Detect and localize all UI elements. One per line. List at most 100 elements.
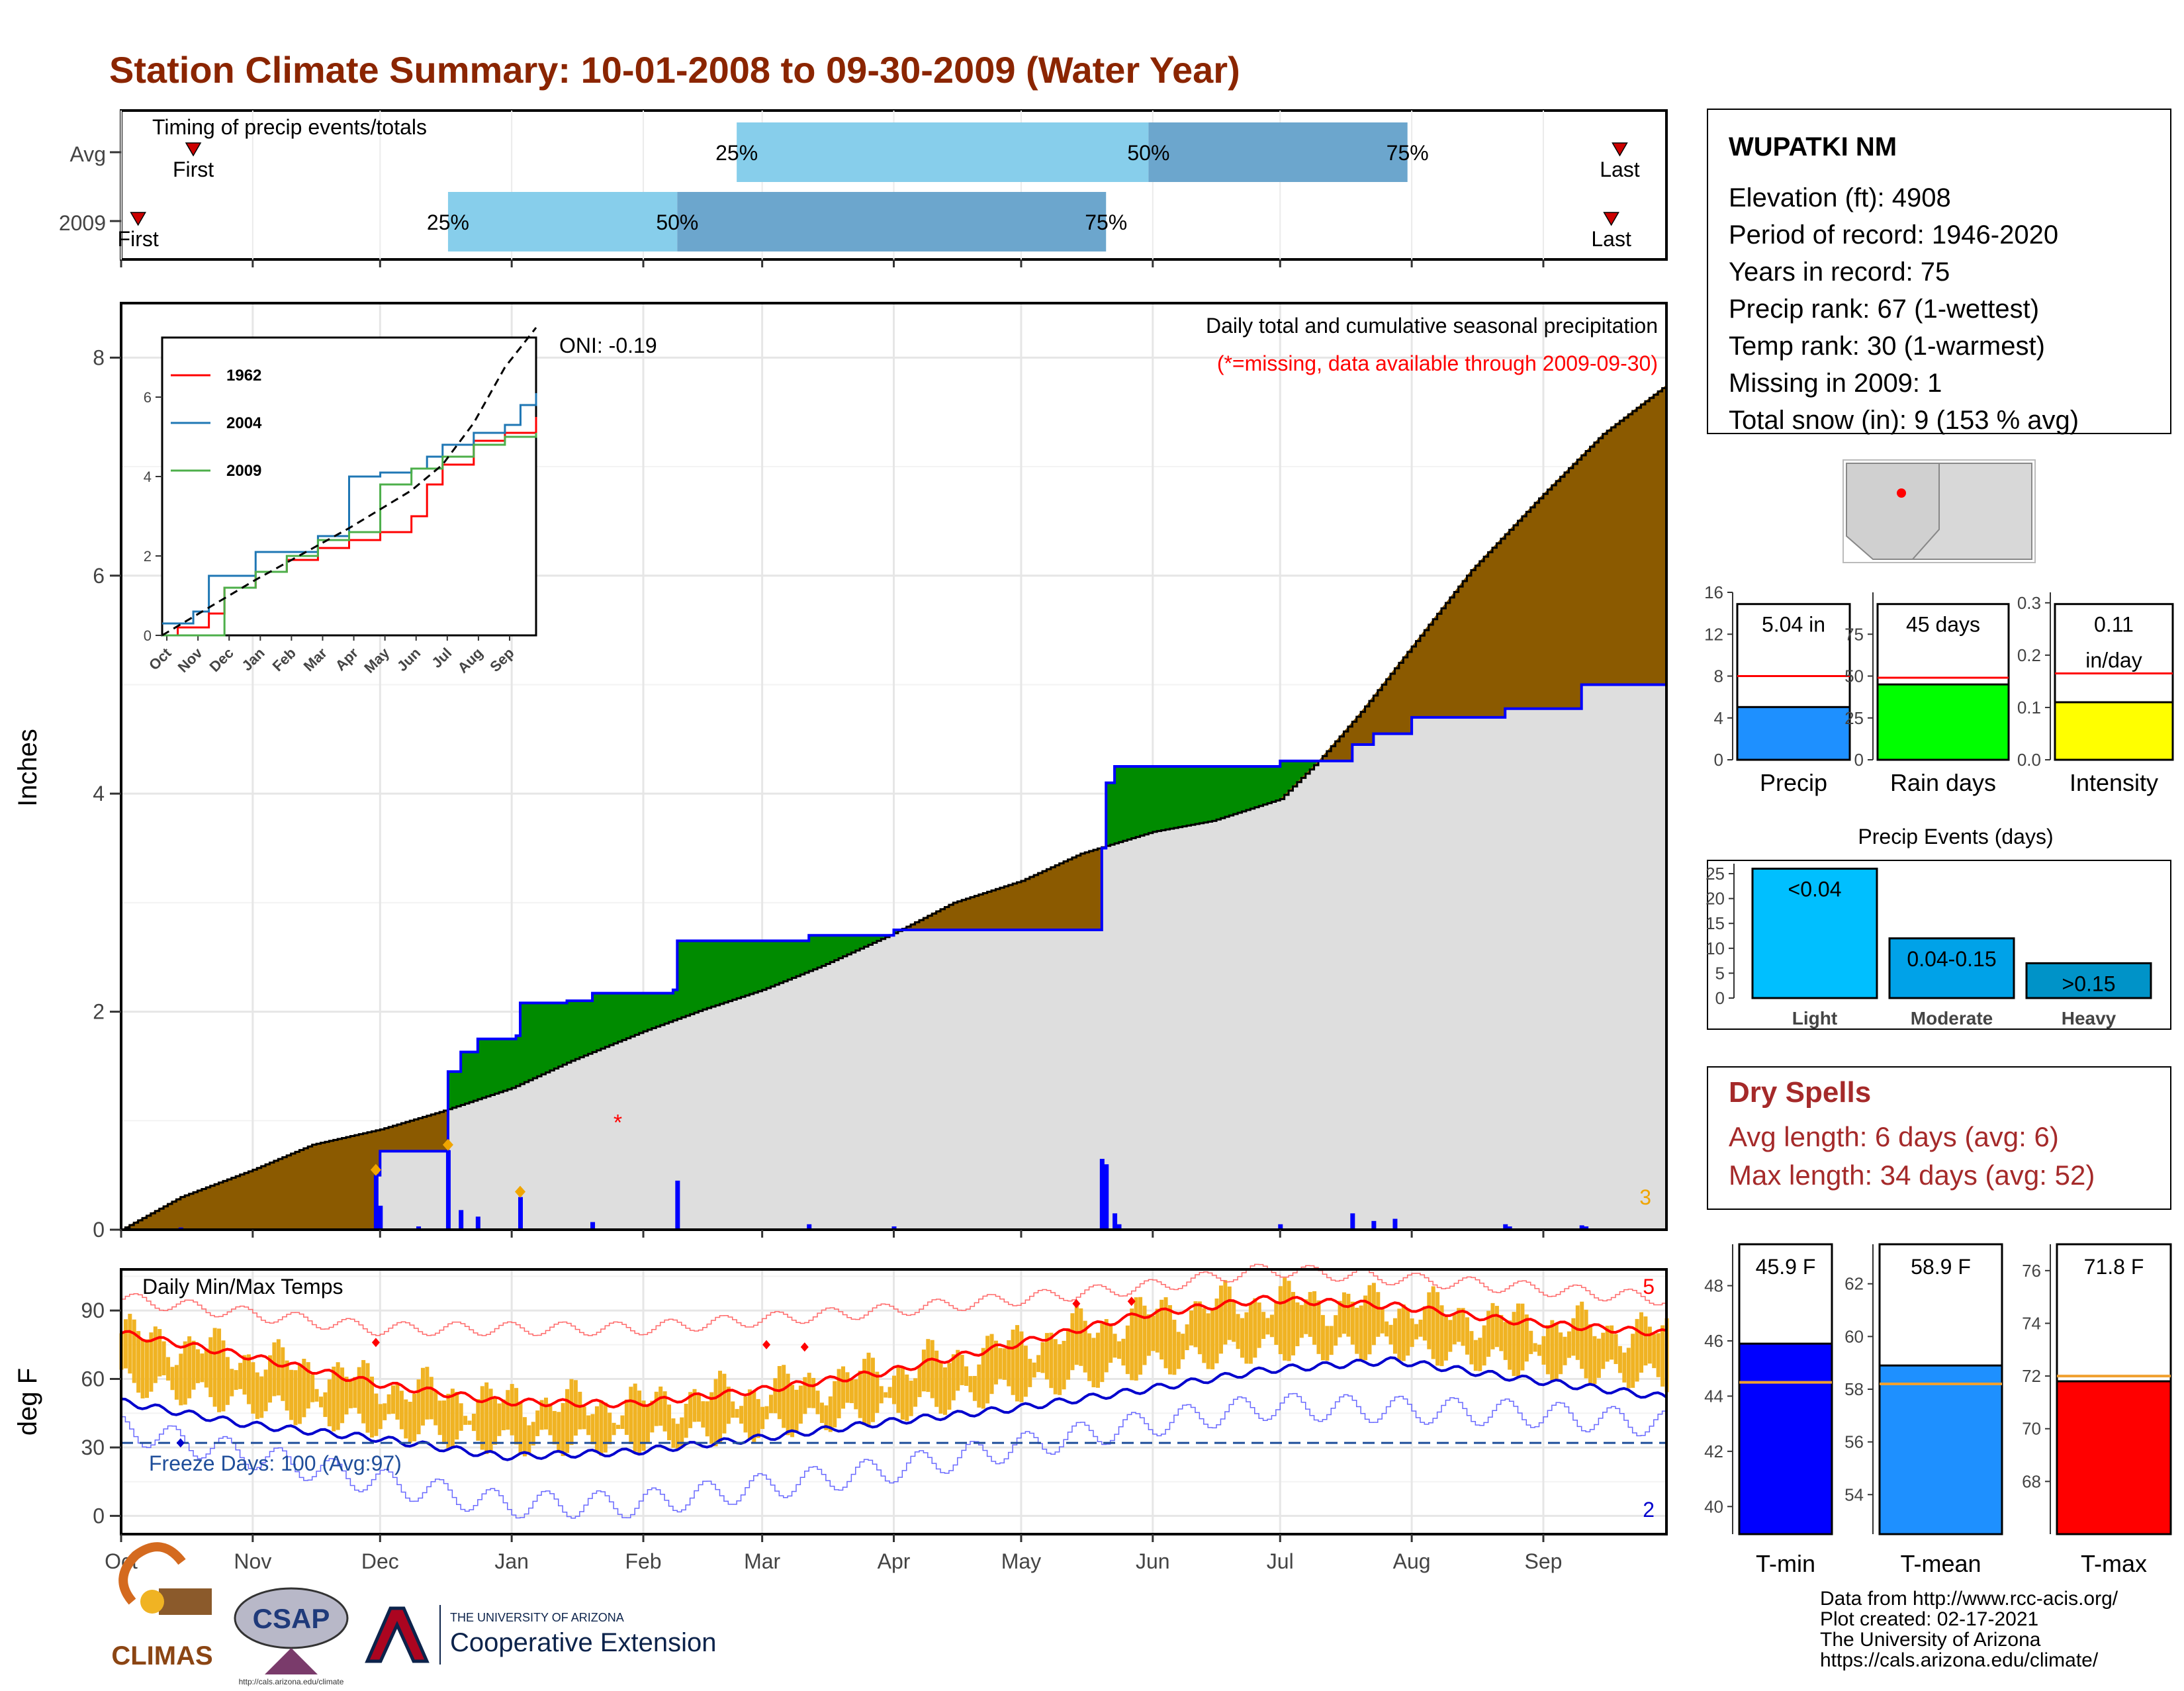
daily-temp-bar	[743, 1396, 748, 1433]
daily-temp-bar	[1138, 1297, 1143, 1375]
inset-ytick-label: 4	[144, 469, 152, 485]
daily-temp-bar	[892, 1375, 896, 1404]
daily-temp-bar	[1533, 1343, 1537, 1352]
daily-temp-bar	[993, 1340, 998, 1385]
tmax-summary-chart: 68 70 72 74 76 71.8 F T-max	[2022, 1243, 2172, 1577]
daily-temp-bar	[276, 1339, 281, 1396]
tbar-ytick-label: 42	[1704, 1441, 1723, 1461]
daily-temp-bar	[399, 1391, 404, 1430]
daily-precip-bar	[1278, 1224, 1283, 1230]
daily-temp-bar	[565, 1389, 570, 1453]
events-ytick-label: 15	[1706, 913, 1725, 933]
daily-temp-bar	[1656, 1333, 1661, 1377]
ua-small-text: THE UNIVERSITY OF ARIZONA	[450, 1611, 624, 1624]
daily-temp-bar	[942, 1367, 947, 1415]
events-ytick-label: 0	[1715, 988, 1725, 1008]
daily-precip-bar	[1392, 1218, 1398, 1230]
precip-ytick-label: 6	[93, 564, 105, 588]
daily-temp-bar	[323, 1392, 328, 1417]
daily-precip-bar	[518, 1197, 523, 1230]
daily-temp-bar	[412, 1393, 417, 1441]
daily-temp-bar	[599, 1400, 604, 1456]
daily-temp-bar	[179, 1353, 183, 1406]
daily-temp-bar	[709, 1392, 714, 1444]
daily-temp-bar	[340, 1367, 345, 1424]
daily-temp-bar	[1325, 1326, 1330, 1361]
daily-temp-bar	[573, 1380, 578, 1436]
daily-temp-bar	[1028, 1359, 1032, 1387]
inset-ytick-label: 6	[144, 389, 152, 406]
daily-temp-bar	[1439, 1305, 1444, 1367]
dry-spells-frame	[1707, 1066, 2171, 1210]
daily-temp-bar	[1652, 1334, 1657, 1369]
daily-temp-bar	[310, 1374, 315, 1402]
daily-temp-bar	[1185, 1324, 1189, 1351]
daily-temp-bar	[768, 1394, 773, 1414]
daily-temp-bar	[913, 1378, 918, 1407]
daily-temp-bar	[543, 1397, 548, 1430]
daily-temp-bar	[837, 1369, 841, 1418]
timing-pct-label: 50%	[1127, 141, 1169, 165]
events-category-label: Heavy	[2062, 1008, 2116, 1028]
daily-temp-bar	[807, 1373, 811, 1408]
daily-temp-bar	[1095, 1332, 1100, 1388]
daily-temp-bar	[747, 1389, 752, 1440]
daily-temp-bar	[506, 1390, 510, 1430]
inset-series-line	[162, 433, 537, 637]
daily-temp-bar	[977, 1364, 981, 1408]
record-high-marker-icon	[800, 1342, 809, 1352]
daily-temp-bar	[561, 1402, 565, 1456]
daily-precip-bar	[807, 1224, 812, 1230]
bar-ytick-label: 0.1	[2017, 698, 2041, 717]
events-category-label: Light	[1792, 1008, 1837, 1028]
tbar-value	[1738, 1342, 1833, 1535]
daily-temp-bar	[1350, 1301, 1355, 1345]
dry-spells-box: Dry Spells Avg length: 6 days (avg: 6) M…	[1707, 1066, 2171, 1210]
daily-temp-bar	[1116, 1341, 1121, 1359]
daily-temp-bar	[1181, 1334, 1185, 1359]
daily-temp-bar	[717, 1371, 722, 1443]
daily-precip-bar	[475, 1216, 480, 1230]
daily-temp-bar	[1584, 1309, 1588, 1379]
daily-temp-bar	[633, 1383, 637, 1452]
daily-temp-bar	[833, 1381, 837, 1428]
timing-pct-label: 25%	[427, 210, 469, 234]
daily-temp-bar	[221, 1340, 226, 1412]
daily-temp-bar	[926, 1339, 931, 1393]
tbar-ytick-label: 44	[1704, 1386, 1723, 1406]
daily-temp-bar	[782, 1365, 786, 1428]
bar-ytick-label: 25	[1844, 708, 1864, 728]
daily-temp-bar	[1545, 1325, 1550, 1375]
station-line: Total snow (in): 9 (153 % avg)	[1729, 406, 2079, 435]
daily-temp-bar	[1494, 1306, 1499, 1348]
daily-temp-bar	[726, 1387, 731, 1424]
daily-temp-bar	[841, 1366, 846, 1409]
bar-ytick-label: 16	[1704, 582, 1723, 602]
daily-temp-bar	[1248, 1303, 1253, 1364]
daily-temp-bar	[161, 1341, 166, 1375]
daily-temp-bar	[1134, 1297, 1138, 1381]
temp-ytick-label: 30	[81, 1436, 105, 1459]
daily-temp-bar	[1227, 1286, 1232, 1340]
daily-temp-bar	[578, 1391, 582, 1430]
timing-pct-label: 25%	[715, 141, 758, 165]
daily-temp-bar	[263, 1369, 268, 1412]
daily-temp-bar	[1176, 1332, 1181, 1369]
daily-temp-bar	[539, 1400, 544, 1430]
daily-temp-bar	[1079, 1308, 1083, 1366]
tbar-ytick-label: 54	[1844, 1485, 1864, 1504]
daily-temp-bar	[739, 1406, 744, 1424]
temp-ytick-label: 0	[93, 1504, 105, 1528]
daily-temp-bar	[480, 1386, 484, 1450]
precip-ytick-label: 8	[93, 345, 105, 369]
daily-temp-bar	[688, 1392, 693, 1428]
tbar-ytick-label: 56	[1844, 1432, 1864, 1452]
daily-temp-bar	[1580, 1301, 1584, 1369]
timing-label: Timing of precip events/totals	[152, 115, 427, 139]
tbar-ytick-label: 72	[2022, 1366, 2041, 1386]
daily-temp-bar	[302, 1359, 306, 1418]
daily-temp-bar	[1605, 1326, 1610, 1362]
daily-temp-bar	[1537, 1344, 1542, 1356]
daily-temp-bar	[960, 1355, 964, 1385]
